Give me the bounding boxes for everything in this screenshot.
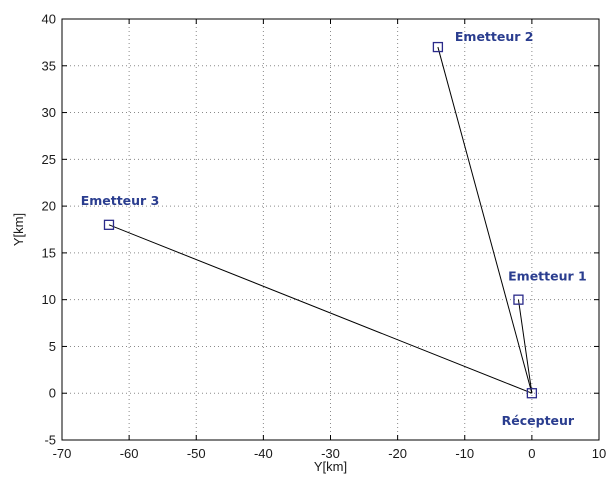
connection-line bbox=[108, 224, 533, 394]
point-markers bbox=[103, 41, 538, 399]
y-tick-label: 10 bbox=[42, 292, 56, 307]
x-tick-labels: -70 -60 -50 -40 -30 -20 -10 0 10 bbox=[53, 446, 607, 461]
point-label: Emetteur 2 bbox=[455, 29, 534, 44]
x-tick-label: 0 bbox=[528, 446, 535, 461]
point-marker bbox=[432, 41, 444, 53]
y-tick-label: -5 bbox=[44, 433, 56, 448]
point-label: Emetteur 3 bbox=[81, 193, 160, 208]
point-label: Emetteur 1 bbox=[508, 269, 587, 284]
connection-line bbox=[517, 299, 533, 394]
y-tick-label: 30 bbox=[42, 105, 56, 120]
x-tick-label: -10 bbox=[455, 446, 474, 461]
grid bbox=[61, 18, 600, 441]
point-marker bbox=[513, 294, 524, 305]
x-tick-label: -20 bbox=[388, 446, 407, 461]
y-tick-label: 35 bbox=[42, 58, 56, 73]
point-marker bbox=[526, 388, 538, 399]
connection-lines bbox=[108, 46, 533, 394]
x-tick-label: -40 bbox=[254, 446, 273, 461]
y-tick-label: 5 bbox=[49, 339, 56, 354]
connection-line bbox=[437, 46, 533, 394]
y-tick-label: 0 bbox=[49, 386, 56, 401]
x-tick-label: -50 bbox=[187, 446, 206, 461]
x-tick-label: -70 bbox=[53, 446, 72, 461]
y-axis-label: Y[km] bbox=[11, 213, 26, 246]
point-label: Récepteur bbox=[502, 413, 575, 428]
point-marker bbox=[103, 219, 115, 230]
y-tick-label: 15 bbox=[42, 245, 56, 260]
y-tick-labels: -5 0 5 10 15 20 25 30 35 40 bbox=[42, 12, 56, 448]
x-tick-label: 10 bbox=[592, 446, 606, 461]
y-tick-label: 40 bbox=[42, 12, 56, 27]
x-tick-label: -30 bbox=[321, 446, 340, 461]
x-axis-label: Y[km] bbox=[314, 459, 347, 474]
x-tick-label: -60 bbox=[120, 446, 139, 461]
point-labels: Récepteur Emetteur 1 Emetteur 2 Emetteur 3 bbox=[81, 29, 587, 428]
plot-frame bbox=[61, 18, 600, 441]
y-tick-label: 20 bbox=[42, 199, 56, 214]
y-tick-label: 25 bbox=[42, 152, 56, 167]
